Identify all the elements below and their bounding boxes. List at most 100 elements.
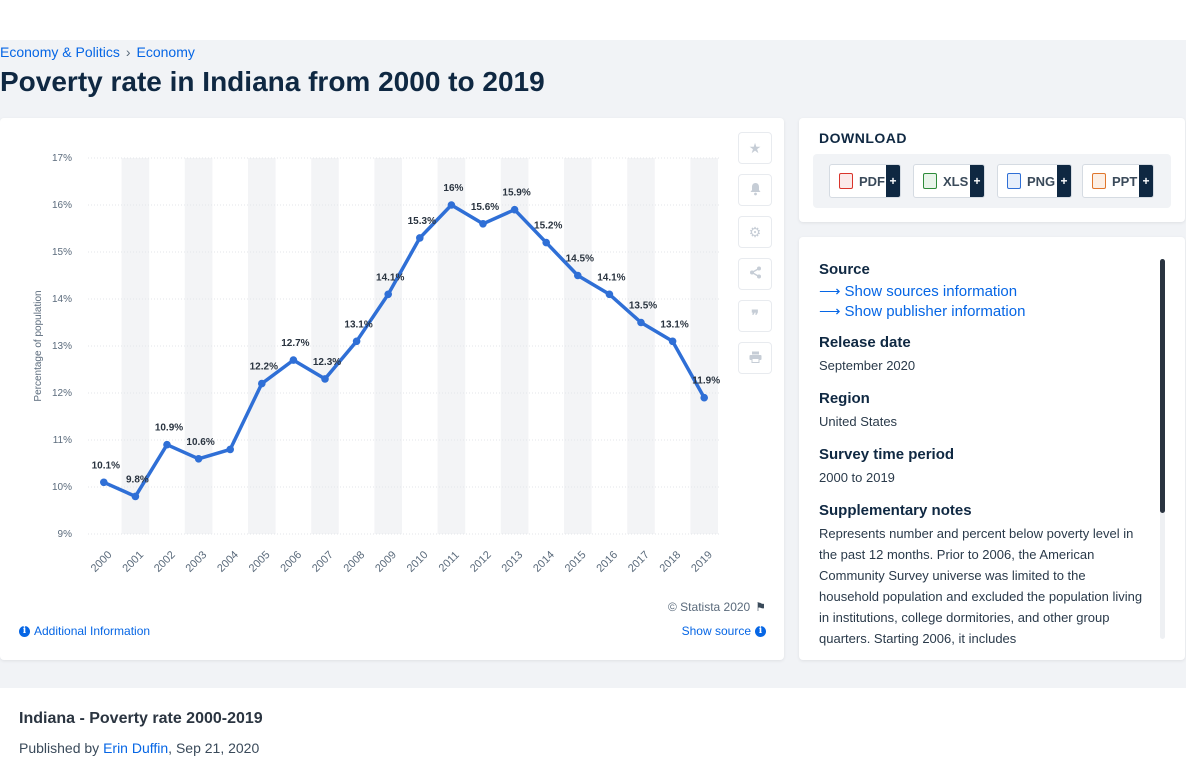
notification-button[interactable] [738,174,772,206]
data-label: 15.9% [502,188,530,199]
x-tick-label: 2005 [247,549,273,575]
statistic-details-card: Source ⟶ Show sources information ⟶ Show… [799,237,1185,660]
arrow-right-icon: ⟶ [819,283,841,300]
data-label: 16% [443,183,463,194]
page-title: Poverty rate in Indiana from 2000 to 201… [0,66,545,97]
copyright: © Statista 2020 ⚑ [668,600,766,614]
y-tick-label: 15% [52,247,72,258]
gear-icon: ⚙ [748,223,762,240]
download-ppt-label: PPT [1112,173,1138,189]
y-tick-label: 10% [52,482,72,493]
data-point [637,318,645,327]
data-point [574,271,582,280]
chart-toolbar: ★ ⚙ ❞ [738,132,772,384]
data-label: 11.9% [692,376,720,387]
xls-file-icon [923,173,937,189]
plus-icon: + [970,165,984,197]
statistic-footer: Indiana - Poverty rate 2000-2019 Publish… [0,688,1186,760]
download-ppt-button[interactable]: PPT + [1082,164,1154,198]
plus-icon: + [886,165,900,197]
flag-icon[interactable]: ⚑ [755,600,766,614]
print-button[interactable] [738,342,772,374]
data-label: 13.1% [660,319,688,330]
published-by: Published by Erin Duffin, Sep 21, 2020 [19,740,259,756]
x-tick-label: 2018 [658,549,684,575]
chart-card: 9% 10% 11% 12% 13% 14% 15% 16% 17% Percentage of … [0,118,784,660]
plus-icon: + [1139,165,1153,197]
data-label: 10.6% [186,437,214,448]
show-sources-label: Show sources information [844,282,1018,300]
print-icon [749,350,762,366]
x-tick-label: 2019 [689,549,715,575]
x-tick-label: 2009 [373,549,399,575]
data-point [668,337,677,346]
info-icon: i [19,625,30,637]
x-tick-label: 2008 [342,549,368,575]
x-tick-label: 2015 [563,549,589,575]
additional-information-label: Additional Information [34,624,151,638]
data-label: 12.7% [281,338,309,349]
line-chart: 9% 10% 11% 12% 13% 14% 15% 16% 17% Percentage of … [33,153,720,575]
data-point [289,356,298,364]
share-icon [749,266,762,282]
data-label: 15.6% [471,202,499,213]
data-point [416,234,424,242]
data-point [100,478,108,487]
download-png-label: PNG [1027,173,1056,189]
download-xls-label: XLS [943,173,969,189]
data-point [384,290,393,299]
data-label: 13.5% [629,301,657,312]
survey-period-value: 2000 to 2019 [819,470,895,485]
plus-icon: + [1057,165,1071,197]
data-label: 14.1% [376,272,404,283]
star-icon: ★ [748,139,762,156]
data-point [700,393,708,402]
x-tick-label: 2011 [437,549,462,574]
info-icon: i [755,625,766,637]
data-label: 14.1% [597,272,625,283]
download-title: DOWNLOAD [819,130,907,146]
x-tick-label: 2013 [500,549,526,575]
breadcrumb-separator: › [125,44,131,60]
x-tick-label: 2007 [310,549,336,575]
x-tick-label: 2014 [531,549,557,575]
x-tick-label: 2006 [278,549,304,575]
breadcrumb-economy[interactable]: Economy [136,44,195,60]
statistic-title: Indiana - Poverty rate 2000-2019 [19,710,263,727]
data-label: 15.2% [534,221,562,232]
y-axis-label: Percentage of population [33,290,44,401]
quote-icon: ❞ [751,308,759,324]
statistic-details: Source ⟶ Show sources information ⟶ Show… [819,261,1149,660]
favorite-button[interactable]: ★ [738,132,772,164]
download-pdf-button[interactable]: PDF + [829,164,901,198]
y-tick-label: 16% [52,200,72,211]
data-point [321,375,329,383]
scrollbar-thumb[interactable] [1160,259,1165,513]
data-point [447,201,456,209]
data-label: 12.3% [313,357,341,368]
settings-button[interactable]: ⚙ [738,216,772,248]
grid-band [121,158,150,534]
show-sources-link[interactable]: ⟶ Show sources information [819,282,1149,301]
bell-icon [749,182,762,199]
download-png-button[interactable]: PNG + [997,164,1072,198]
breadcrumb-economy-politics[interactable]: Economy & Politics [0,44,120,60]
scrollbar[interactable] [1160,259,1165,639]
additional-information-link[interactable]: i Additional Information [19,624,150,638]
published-date: , Sep 21, 2020 [168,740,260,756]
cite-button[interactable]: ❞ [738,300,772,332]
author-link[interactable]: Erin Duffin [103,740,169,756]
copyright-text: © Statista 2020 [668,600,751,614]
release-date-label: Release date [819,334,911,351]
breadcrumb: Economy & Politics › Economy [0,44,195,60]
show-publisher-label: Show publisher information [844,302,1026,320]
data-point [605,290,614,299]
grid-band [184,158,213,534]
download-xls-button[interactable]: XLS + [913,164,985,198]
show-source-link[interactable]: Show source i [682,624,766,638]
x-tick-label: 2010 [405,549,431,575]
show-publisher-link[interactable]: ⟶ Show publisher information [819,302,1149,321]
share-button[interactable] [738,258,772,290]
y-tick-label: 9% [58,529,73,540]
download-buttons: PDF + XLS + PNG + PPT + [813,154,1171,208]
